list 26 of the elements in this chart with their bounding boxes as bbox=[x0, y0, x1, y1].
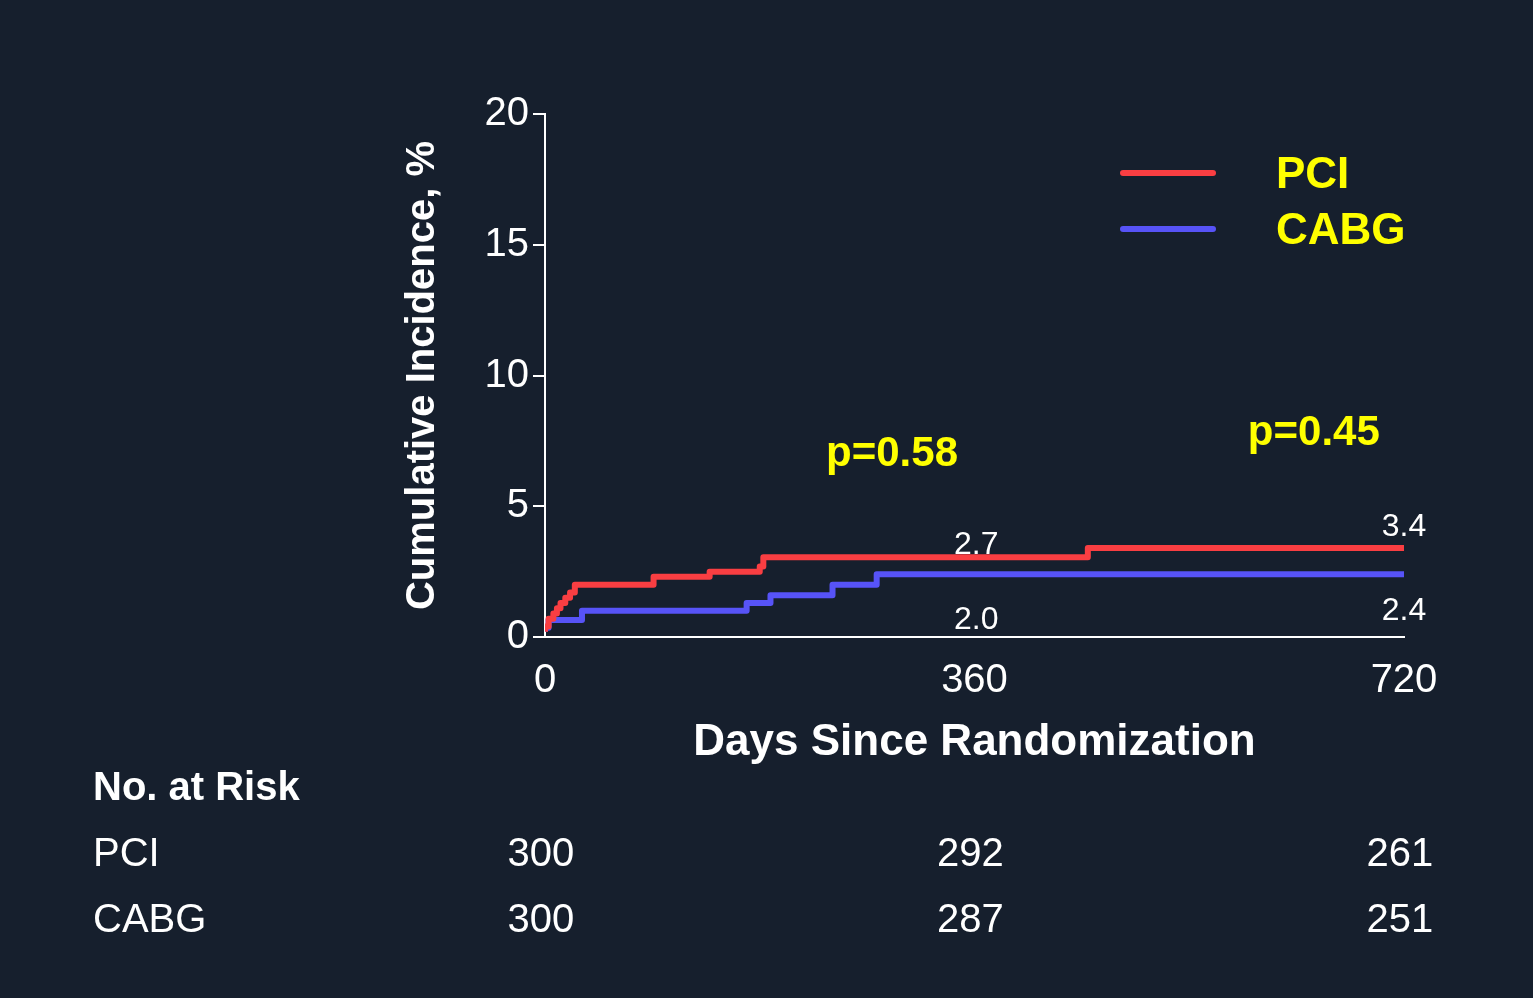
y-tick-label: 20 bbox=[484, 89, 529, 134]
annotation: p=0.45 bbox=[1247, 406, 1380, 454]
annotation: 2.4 bbox=[1381, 590, 1427, 627]
annotation: 2.0 bbox=[953, 600, 999, 637]
text: 251 bbox=[1366, 896, 1434, 941]
x-tick-label: 360 bbox=[941, 656, 1008, 701]
y-tick-label: 5 bbox=[506, 481, 529, 526]
y-tick-label: 15 bbox=[484, 219, 529, 264]
text: 300 bbox=[507, 896, 575, 941]
y-tick-label: 10 bbox=[484, 350, 529, 395]
text: No. at Risk bbox=[93, 764, 300, 809]
annotation: 2.7 bbox=[953, 525, 999, 562]
annotation: 3.4 bbox=[1381, 507, 1427, 543]
y-axis-title: Cumulative Incidence, % bbox=[398, 140, 443, 611]
legend-label: CABG bbox=[1276, 204, 1406, 254]
text: 261 bbox=[1366, 830, 1434, 875]
annotation: p=0.58 bbox=[826, 427, 958, 475]
text: 287 bbox=[937, 896, 1004, 941]
text: 292 bbox=[937, 830, 1004, 875]
text: CABG bbox=[93, 896, 207, 941]
text: PCI bbox=[93, 830, 160, 875]
x-tick-label: 720 bbox=[1370, 656, 1438, 701]
legend-label: PCI bbox=[1276, 148, 1350, 198]
y-tick-label: 0 bbox=[506, 612, 529, 657]
text: 300 bbox=[507, 830, 575, 875]
x-axis-title: Days Since Randomization bbox=[693, 714, 1256, 764]
